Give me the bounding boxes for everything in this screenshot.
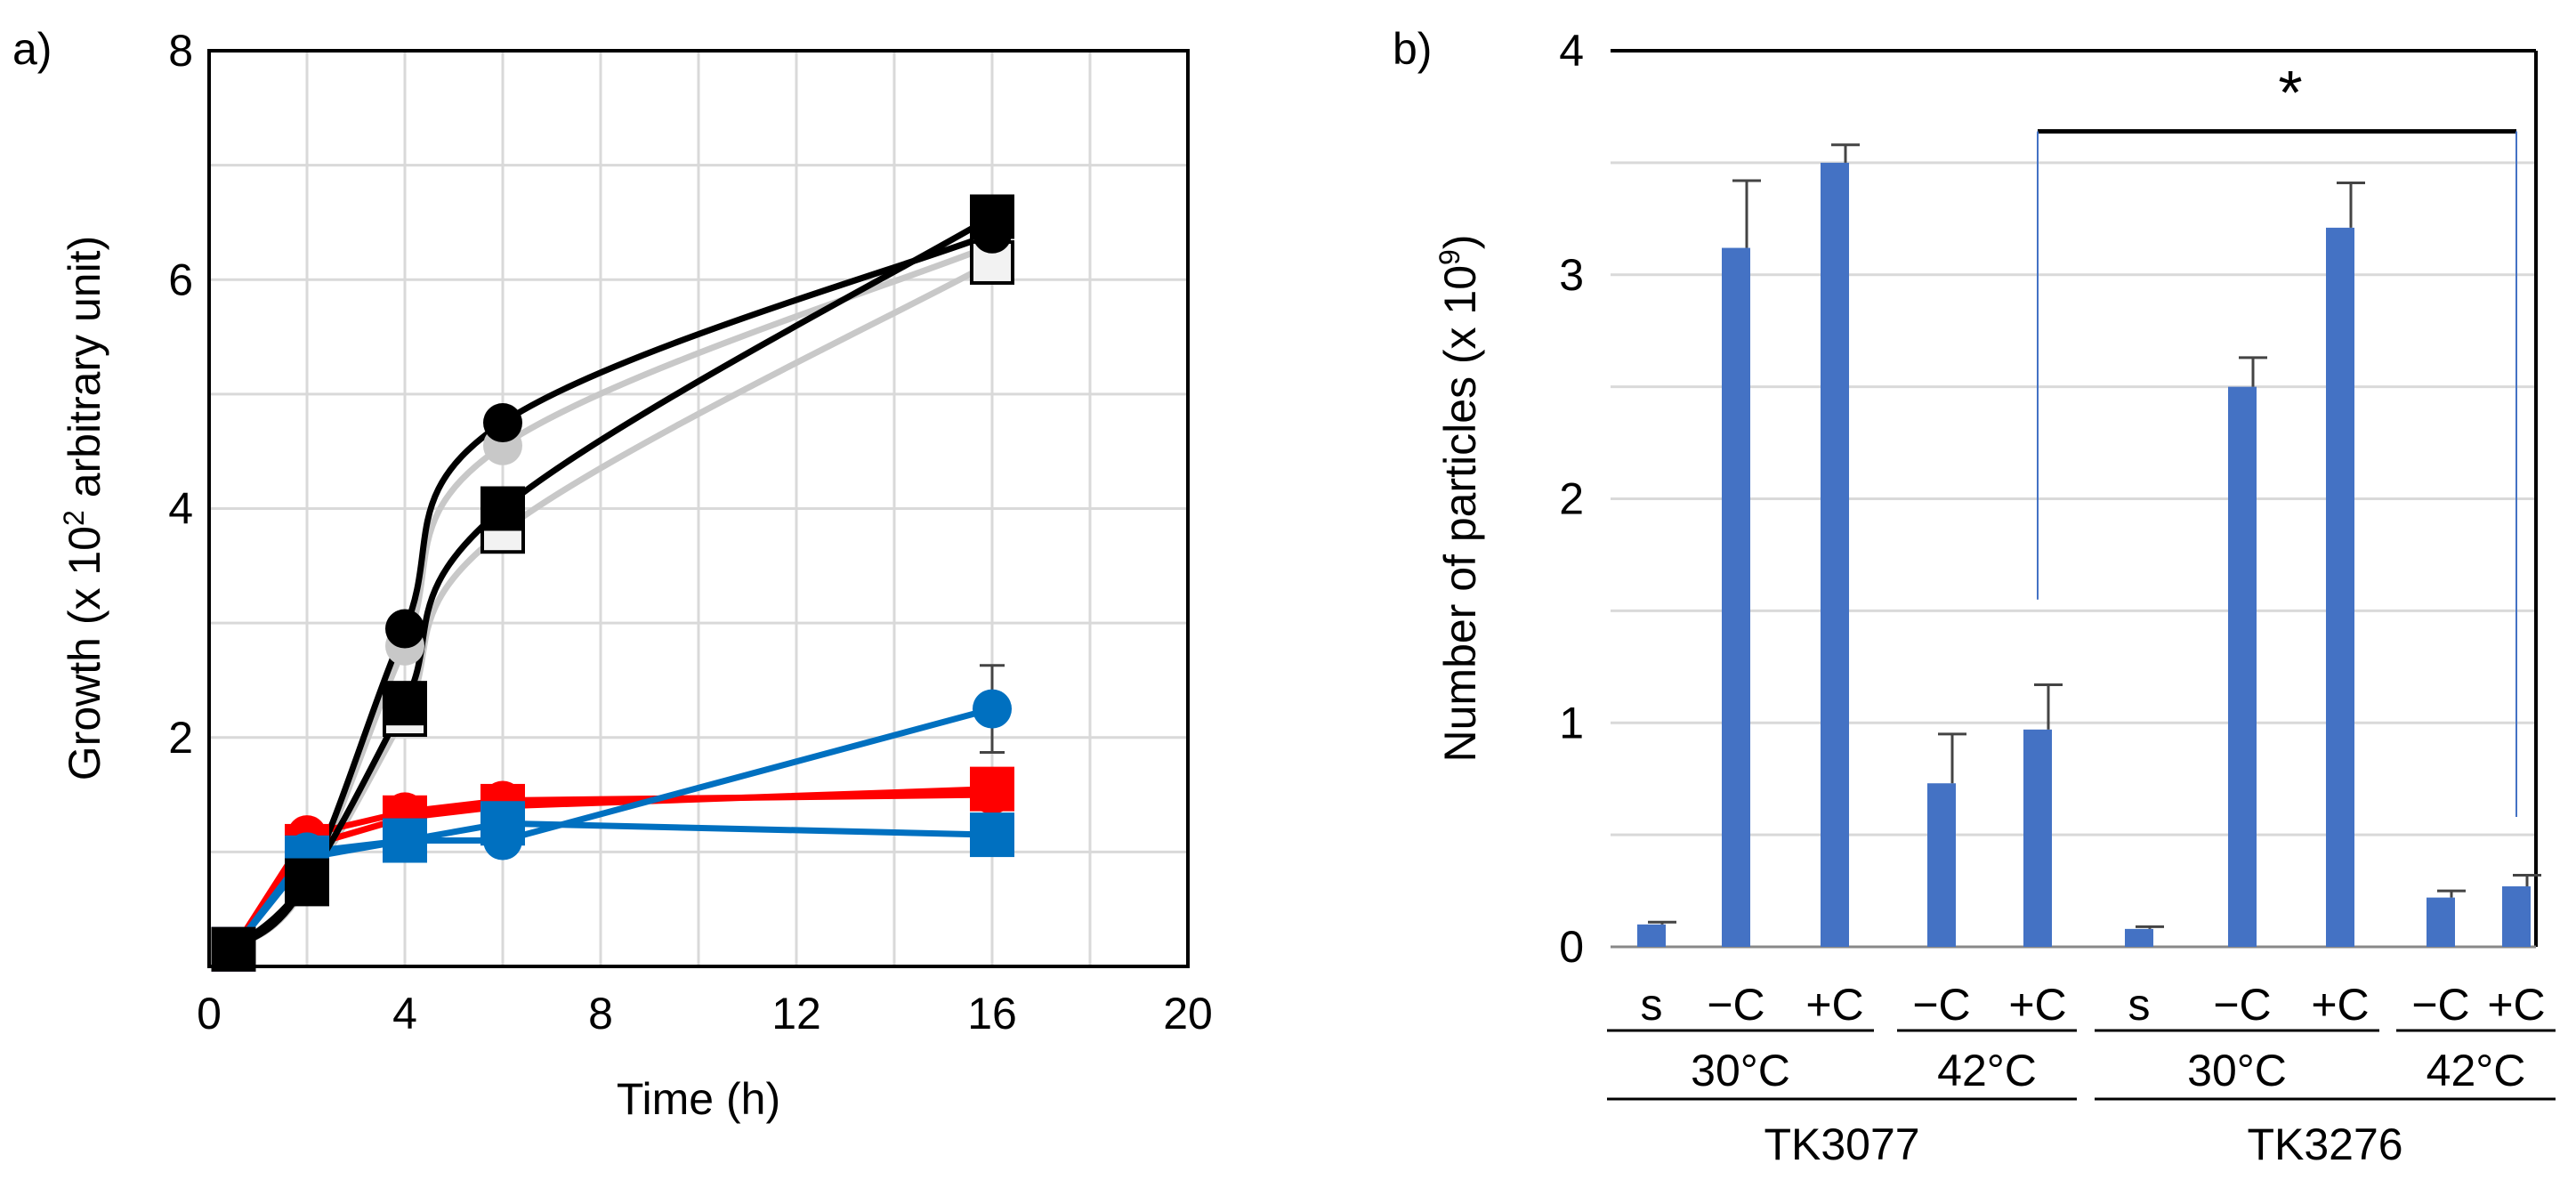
bar bbox=[1821, 162, 1849, 947]
gray-circle-line bbox=[231, 242, 994, 952]
panel-a-x-axis-label: Time (h) bbox=[617, 1074, 780, 1124]
y-tick-label: 6 bbox=[168, 255, 193, 304]
blue-square-point bbox=[383, 818, 427, 863]
panel-a-y-axis-label: Growth (x 102 arbitrary unit) bbox=[58, 236, 109, 780]
panel-a-x-tick-labels: 0 4 8 12 16 20 bbox=[197, 989, 1213, 1038]
black-circle-line bbox=[231, 230, 994, 952]
blue-circle-point bbox=[973, 689, 1012, 729]
black-circle-point bbox=[483, 403, 522, 443]
panel-a-series bbox=[211, 194, 1014, 972]
y-tick-label: 2 bbox=[168, 713, 193, 763]
series-markers bbox=[211, 194, 1014, 972]
panel-b-label: b) bbox=[1393, 24, 1432, 74]
bar bbox=[1637, 924, 1666, 947]
y-tick-label: 3 bbox=[1559, 250, 1584, 300]
category-label: +C bbox=[2487, 980, 2545, 1030]
temperature-label: 30°C bbox=[1691, 1046, 1790, 1095]
category-label: +C bbox=[1805, 980, 1863, 1030]
black-square-point bbox=[383, 681, 427, 726]
blue-square-point bbox=[970, 812, 1014, 858]
bar bbox=[2427, 897, 2455, 947]
y-tick-label: 8 bbox=[168, 26, 193, 76]
category-label: s bbox=[2128, 980, 2151, 1030]
y-tick-label: 4 bbox=[168, 484, 193, 534]
bar bbox=[1927, 783, 1956, 947]
blue-square-line bbox=[230, 820, 993, 951]
bar bbox=[2125, 928, 2153, 947]
category-label: +C bbox=[2311, 980, 2369, 1030]
x-tick-label: 8 bbox=[588, 989, 613, 1038]
significance-star: * bbox=[2278, 58, 2302, 127]
panel-b: b) 0 1 2 3 4 Number of particles (x 109) * s… bbox=[1393, 24, 2556, 1169]
y-tick-label: 0 bbox=[1559, 922, 1584, 972]
black-square-line bbox=[231, 214, 994, 952]
red-square-point bbox=[970, 766, 1014, 812]
y-tick-label: 1 bbox=[1559, 698, 1584, 748]
bar bbox=[2326, 227, 2354, 947]
panel-a-label: a) bbox=[12, 24, 52, 74]
bar bbox=[1722, 247, 1750, 947]
panel-b-significance-bracket: * bbox=[2037, 58, 2517, 817]
temperature-label: 42°C bbox=[1937, 1046, 2037, 1095]
blue-square-point bbox=[480, 801, 525, 846]
panel-a: a) 2 4 6 8 0 4 8 12 16 20 Time (h) Growth (x 102… bbox=[12, 24, 1213, 1124]
panel-b-category-labels: s −C +C −C +C s −C +C −C +C 30°C 42°C 30°C 42°C TK3077… bbox=[1607, 980, 2556, 1169]
category-label: −C bbox=[1707, 980, 1764, 1030]
x-tick-label: 4 bbox=[392, 989, 417, 1038]
strain-label: TK3276 bbox=[2247, 1119, 2402, 1169]
panel-a-y-tick-labels: 2 4 6 8 bbox=[168, 26, 193, 763]
panel-b-bars bbox=[1637, 143, 2541, 947]
category-label: −C bbox=[2411, 980, 2469, 1030]
black-square-point bbox=[480, 486, 525, 531]
y-tick-label: 2 bbox=[1559, 474, 1584, 524]
bar bbox=[2502, 886, 2531, 947]
panel-a-plot-frame bbox=[207, 49, 1190, 968]
black-circle-point bbox=[973, 214, 1012, 254]
category-label: −C bbox=[1912, 980, 1970, 1030]
series-lines bbox=[230, 214, 994, 952]
x-tick-label: 16 bbox=[967, 989, 1017, 1038]
black-circle-point bbox=[385, 609, 424, 649]
category-label: −C bbox=[2213, 980, 2271, 1030]
x-tick-label: 12 bbox=[771, 989, 821, 1038]
panel-b-y-tick-labels: 0 1 2 3 4 bbox=[1559, 26, 1584, 972]
bar bbox=[2228, 386, 2257, 947]
x-tick-label: 20 bbox=[1163, 989, 1213, 1038]
y-tick-label: 4 bbox=[1559, 26, 1584, 76]
category-label: s bbox=[1641, 980, 1663, 1030]
strain-label: TK3077 bbox=[1764, 1119, 1919, 1169]
panel-a-gridlines bbox=[209, 51, 1188, 966]
temperature-label: 42°C bbox=[2427, 1046, 2526, 1095]
category-label: +C bbox=[2008, 980, 2066, 1030]
black-circle-point bbox=[214, 929, 254, 969]
temperature-label: 30°C bbox=[2187, 1046, 2287, 1095]
panel-b-gridlines bbox=[1611, 161, 2536, 836]
bar bbox=[2023, 729, 2052, 947]
panel-b-y-axis-label: Number of particles (x 109) bbox=[1433, 235, 1485, 763]
x-tick-label: 0 bbox=[197, 989, 222, 1038]
black-circle-point bbox=[287, 861, 327, 901]
